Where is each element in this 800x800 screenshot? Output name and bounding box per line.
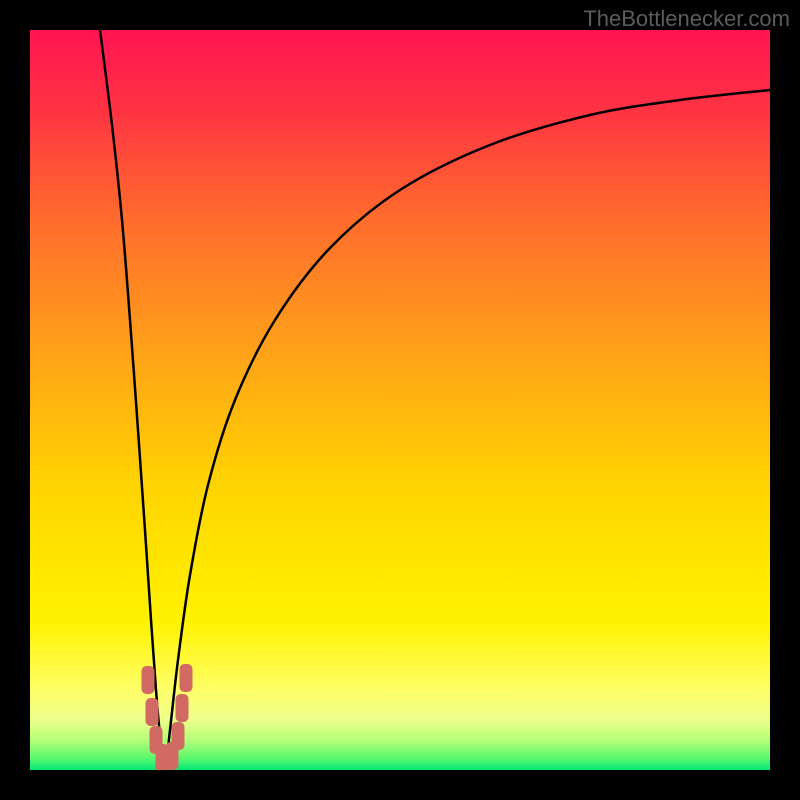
valley-marker [172,722,185,750]
watermark-text: TheBottlenecker.com [583,6,790,32]
chart-frame: TheBottlenecker.com [0,0,800,800]
valley-marker [176,694,189,722]
chart-svg [30,30,770,770]
valley-marker [180,664,193,692]
valley-marker [146,698,159,726]
plot-area [30,30,770,770]
valley-marker [142,666,155,694]
gradient-background [30,30,770,770]
